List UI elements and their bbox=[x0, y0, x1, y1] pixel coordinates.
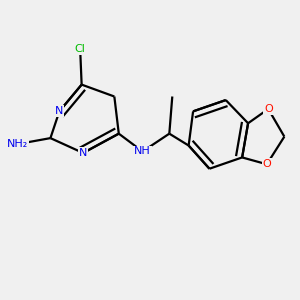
Text: N: N bbox=[55, 106, 64, 116]
Text: O: O bbox=[262, 159, 271, 169]
Text: NH: NH bbox=[134, 146, 151, 157]
Text: O: O bbox=[264, 104, 273, 114]
Text: Cl: Cl bbox=[75, 44, 86, 54]
Text: NH₂: NH₂ bbox=[7, 139, 28, 149]
Text: N: N bbox=[79, 148, 87, 158]
